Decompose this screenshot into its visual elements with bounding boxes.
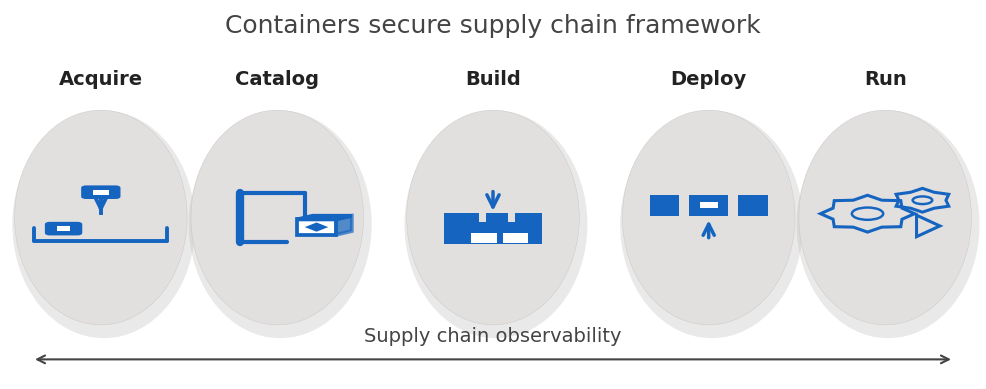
Ellipse shape [622,110,795,325]
Bar [471,233,497,243]
FancyBboxPatch shape [57,226,70,231]
Bar [458,212,479,223]
Ellipse shape [406,110,580,325]
Ellipse shape [404,110,588,338]
Bar [515,212,536,223]
Polygon shape [305,223,328,232]
Bar [650,194,679,216]
Ellipse shape [15,110,187,325]
Bar [528,212,542,244]
Polygon shape [297,219,336,235]
FancyBboxPatch shape [82,186,119,198]
Bar [486,212,508,223]
Ellipse shape [797,110,979,338]
Text: Catalog: Catalog [236,70,319,89]
Text: Supply chain observability: Supply chain observability [364,327,622,346]
Polygon shape [297,216,352,219]
Text: Build: Build [465,70,521,89]
FancyBboxPatch shape [93,190,108,194]
Ellipse shape [12,110,195,338]
FancyBboxPatch shape [46,223,81,235]
Bar [503,233,528,243]
Ellipse shape [191,110,364,325]
Bar [689,194,729,216]
Bar [444,223,542,244]
Ellipse shape [188,110,372,338]
Ellipse shape [799,110,971,325]
Bar [739,194,767,216]
Text: Acquire: Acquire [59,70,143,89]
Text: Containers secure supply chain framework: Containers secure supply chain framework [225,14,761,38]
Bar [700,202,718,209]
Polygon shape [336,216,352,235]
Bar [444,212,458,244]
Text: Run: Run [864,70,906,89]
Text: Deploy: Deploy [670,70,746,89]
Ellipse shape [620,110,803,338]
